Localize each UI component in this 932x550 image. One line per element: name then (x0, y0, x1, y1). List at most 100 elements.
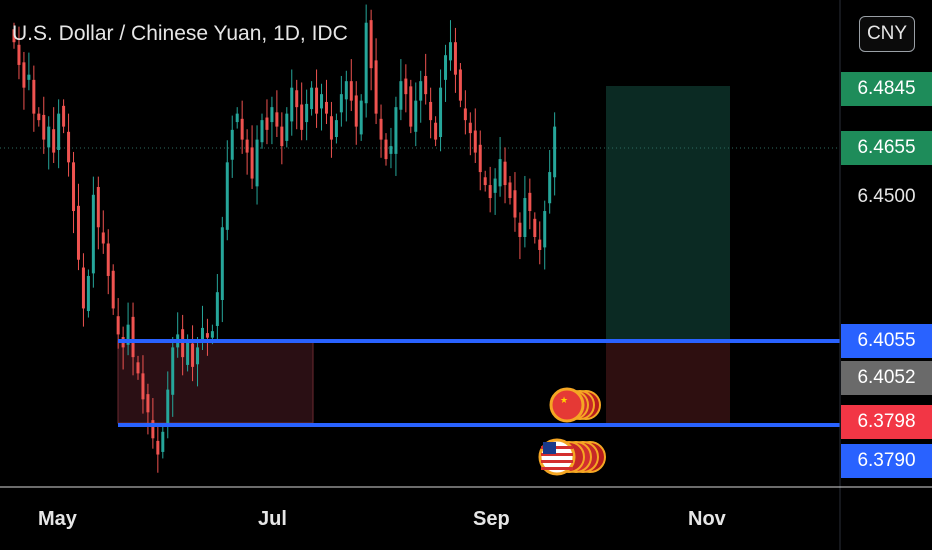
price-tag-line: 6.3790 (841, 444, 932, 478)
time-label-jul: Jul (258, 508, 287, 530)
candle-body (255, 139, 259, 187)
candle-body (478, 144, 482, 173)
candle-body (17, 44, 21, 65)
candle-body (62, 105, 66, 127)
candle-body (151, 420, 155, 439)
candle-body (57, 113, 61, 150)
price-tag-target: 6.4845 (841, 72, 932, 106)
candle-body (300, 104, 304, 130)
candle-body (72, 162, 76, 212)
candle-body (344, 81, 348, 100)
candle-body (324, 101, 328, 114)
candle-body (394, 107, 398, 154)
candle-body (42, 114, 46, 140)
candle-body (81, 267, 85, 309)
candle-body (240, 118, 244, 140)
candle-body (250, 147, 254, 179)
candle-body (364, 22, 368, 104)
candle-body (166, 389, 170, 425)
time-label-may: May (38, 508, 77, 530)
price-tag-plain: 6.4500 (857, 186, 916, 207)
candle-body (305, 103, 309, 123)
candle-body (37, 113, 41, 121)
currency-button[interactable]: CNY (859, 16, 915, 52)
candle-body (493, 178, 497, 193)
stop-zone[interactable] (606, 341, 730, 423)
candle-body (349, 81, 353, 101)
candle-body (473, 130, 477, 153)
candle-body (424, 75, 428, 95)
candle-body (458, 69, 462, 101)
candle-body (22, 62, 26, 88)
candle-body (389, 146, 393, 154)
candle-body (379, 118, 383, 140)
candle-body (414, 100, 418, 132)
us-flag-icon[interactable] (538, 438, 606, 476)
candle-body (161, 431, 165, 452)
candle-body (146, 394, 150, 413)
candle-body (404, 78, 408, 95)
candle-body (196, 347, 200, 365)
price-tag-stop: 6.3798 (841, 405, 932, 439)
candle-body (290, 87, 294, 122)
candle-body (518, 222, 522, 238)
candle-body (47, 126, 51, 148)
candle-body (513, 190, 517, 218)
candle-body (523, 198, 527, 238)
candle-body (399, 81, 403, 110)
candle-body (354, 95, 358, 127)
candle-body (96, 187, 100, 228)
candle-body (320, 94, 324, 109)
candle-body (126, 324, 130, 345)
candle-body (339, 94, 343, 113)
demand-zone[interactable] (117, 340, 314, 424)
candle-body (76, 205, 80, 260)
price-tag-line: 6.4055 (841, 324, 932, 358)
candle-body (235, 113, 239, 123)
candle-body (186, 340, 190, 365)
candle-body (220, 227, 224, 300)
candle-body (528, 192, 532, 212)
candle-body (315, 87, 319, 114)
candle-body (280, 126, 284, 147)
candle-body (101, 232, 105, 244)
candle-body (444, 55, 448, 80)
candle-body (91, 194, 95, 274)
candle-body (260, 120, 264, 143)
candle-body (548, 172, 552, 204)
candle-body (483, 177, 487, 186)
candle-body (52, 129, 56, 153)
candle-body (200, 327, 204, 340)
candle-body (329, 116, 333, 140)
time-label-nov: Nov (688, 508, 726, 530)
price-tag-entry: 6.4052 (841, 361, 932, 395)
candle-body (275, 112, 279, 127)
candle-body (215, 292, 219, 326)
candle-body (503, 161, 507, 186)
candle-body (409, 86, 413, 127)
candle-body (191, 343, 195, 367)
candle-body (86, 275, 90, 312)
candle-body (32, 79, 36, 114)
china-flag-icon[interactable]: ★ (549, 387, 601, 423)
chart-title: U.S. Dollar / Chinese Yuan, 1D, IDC (12, 22, 348, 45)
candle-body (285, 113, 289, 141)
candle-body (533, 218, 537, 238)
candle-body (429, 101, 433, 121)
candle-body (67, 131, 71, 163)
candle-body (543, 211, 547, 248)
candle-body (488, 185, 492, 199)
target-zone[interactable] (606, 86, 730, 341)
candle-body (116, 316, 120, 335)
candle-body (369, 20, 373, 69)
candle-body (508, 182, 512, 199)
candle-body (498, 159, 502, 187)
candle-body (538, 239, 542, 250)
candle-body (225, 162, 229, 230)
candle-body (295, 90, 299, 108)
candle-body (359, 100, 363, 135)
candle-body (111, 270, 115, 309)
candle-body (156, 440, 160, 455)
candle-body (270, 107, 274, 123)
